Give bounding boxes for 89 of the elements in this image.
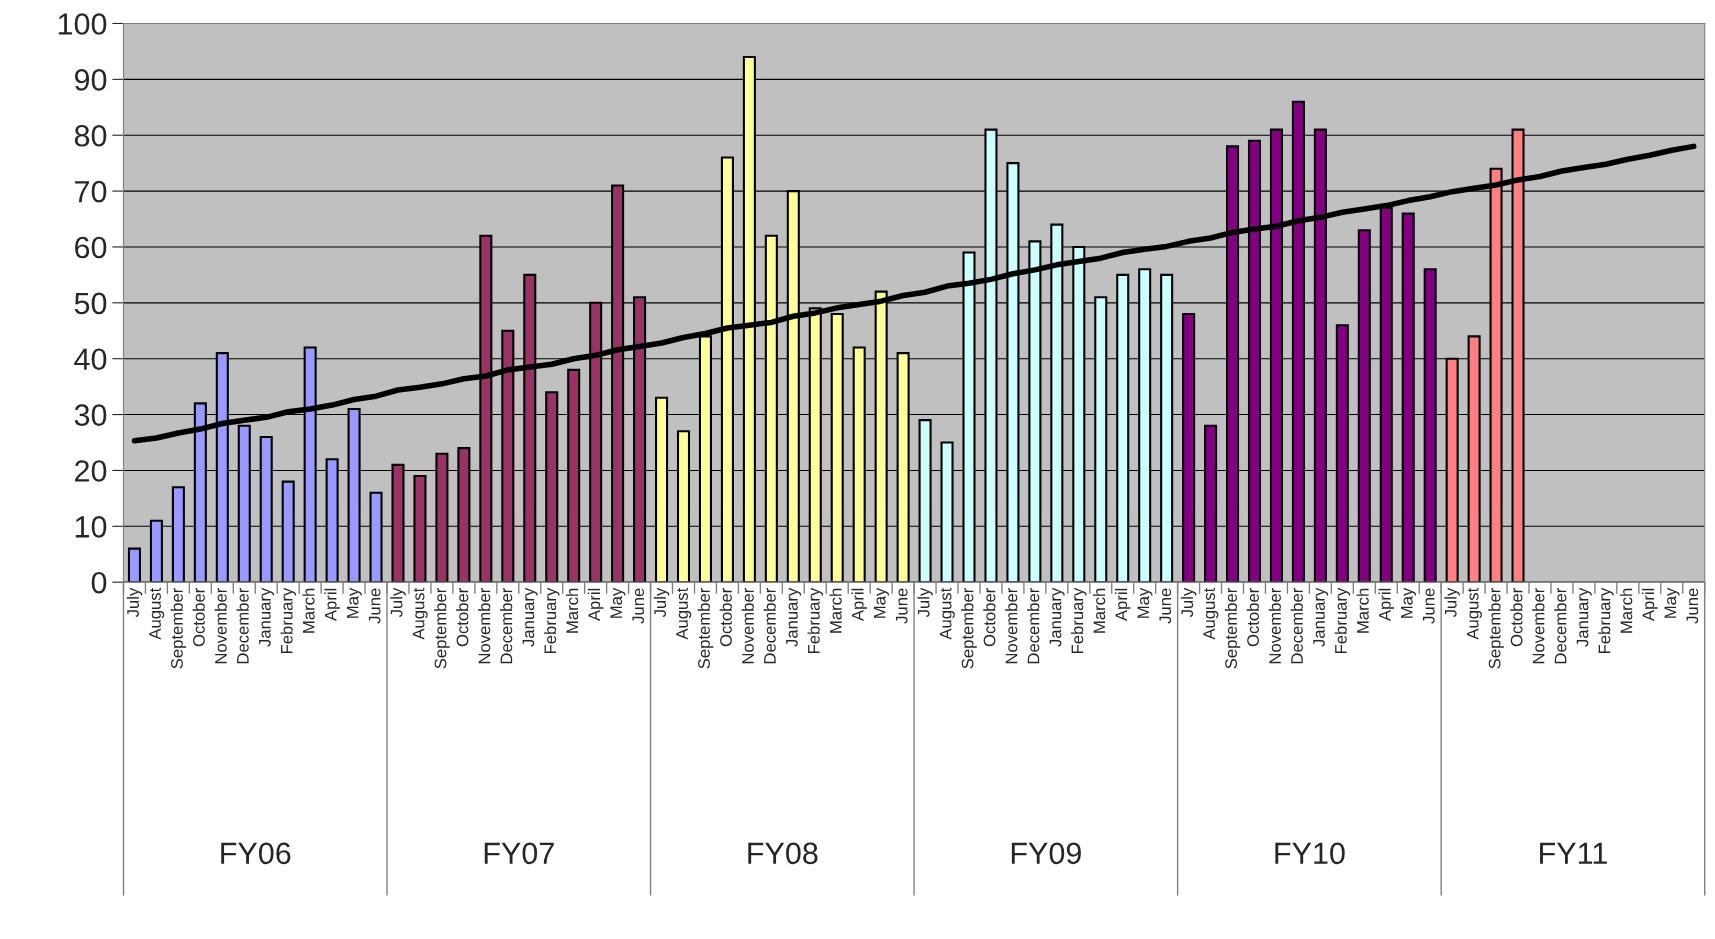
x-tick-label: October	[1246, 588, 1259, 647]
x-tick-label: February	[1071, 587, 1087, 654]
x-tick-label: December	[500, 588, 513, 664]
x-tick-label: March	[565, 588, 579, 633]
x-tick-label: December	[763, 588, 776, 664]
x-tick-label: August	[149, 587, 165, 640]
x-tick-label: January	[786, 587, 802, 647]
x-tick-label: December	[1290, 588, 1303, 664]
x-tick-label: December	[1554, 588, 1567, 664]
x-tick-label: October	[1510, 588, 1523, 647]
y-tick-label: 40	[74, 348, 107, 371]
y-tick-label: 0	[91, 571, 107, 594]
text: FY11	[1540, 842, 1607, 864]
text: FY07	[484, 842, 554, 865]
x-tick-label: August	[676, 587, 692, 640]
x-tick-label: October	[192, 588, 205, 647]
x-tick-label: October	[719, 588, 732, 647]
x-tick-label: February	[807, 587, 824, 654]
x-tick-label: August	[1466, 587, 1482, 640]
x-tick-label: September	[434, 588, 450, 669]
x-tick-label: April	[1378, 588, 1395, 622]
x-tick-label: April	[851, 588, 867, 622]
x-tick-label: June	[1159, 588, 1172, 624]
x-tick-label: June	[1423, 588, 1435, 624]
x-tick-label: July	[126, 587, 143, 618]
x-tick-label: January	[522, 587, 538, 647]
x-tick-label: March	[1620, 588, 1633, 633]
text: FY08	[748, 842, 818, 865]
x-tick-label: November	[1005, 588, 1018, 664]
y-tick-label: 80	[74, 124, 107, 147]
x-tick-label: February	[280, 587, 296, 654]
x-tick-label: September	[697, 588, 714, 669]
x-tick-label: September	[170, 588, 187, 669]
x-tick-label: June	[632, 588, 645, 624]
y-tick-label: 70	[75, 180, 107, 203]
x-tick-label: November	[478, 588, 491, 664]
x-tick-label: September	[1224, 588, 1241, 669]
x-tick-label: April	[1642, 588, 1658, 622]
x-tick-label: July	[917, 587, 933, 618]
x-tick-label: July	[653, 587, 670, 618]
x-tick-label: October	[456, 588, 469, 647]
x-tick-label: May	[346, 587, 362, 618]
y-tick-label: 50	[74, 292, 107, 315]
x-tick-label: March	[1356, 588, 1369, 633]
x-tick-label: March	[1093, 588, 1106, 633]
x-tick-label: January	[1576, 587, 1592, 647]
x-tick-label: May	[874, 587, 889, 618]
text: FY06	[221, 842, 291, 865]
x-tick-label: February	[1334, 587, 1351, 654]
x-tick-label: July	[1180, 587, 1197, 618]
x-tick-label: January	[1049, 587, 1065, 647]
text: FY09	[1011, 842, 1081, 865]
x-tick-label: April	[324, 588, 340, 622]
x-tick-label: February	[1598, 587, 1614, 654]
x-tick-label: January	[1313, 587, 1329, 647]
x-tick-label: May	[1664, 587, 1680, 618]
x-tick-label: November	[1532, 588, 1545, 664]
x-tick-label: September	[1488, 588, 1504, 669]
x-tick-label: February	[543, 587, 560, 654]
x-tick-label: January	[259, 587, 274, 647]
x-tick-label: November	[214, 588, 227, 664]
x-tick-label: May	[610, 587, 626, 618]
x-tick-label: August	[939, 587, 955, 640]
x-tick-label: May	[1401, 587, 1416, 618]
y-tick-label: 60	[75, 236, 107, 259]
x-tick-label: December	[1027, 588, 1040, 664]
x-tick-label: June	[895, 588, 908, 624]
text: FY10	[1275, 842, 1345, 865]
x-tick-label: November	[1268, 588, 1281, 664]
x-tick-label: December	[236, 588, 249, 664]
x-tick-label: March	[302, 588, 315, 633]
y-tick-label: 30	[74, 404, 107, 426]
y-tick-label: 90	[74, 69, 107, 91]
x-tick-label: March	[829, 588, 842, 633]
y-tick-label: 20	[75, 460, 107, 482]
y-tick-label: 100	[58, 13, 107, 35]
x-tick-label: August	[412, 587, 428, 640]
x-tick-label: September	[961, 588, 977, 669]
x-tick-label: April	[1114, 588, 1131, 622]
x-tick-label: June	[1686, 588, 1699, 624]
x-tick-label: October	[983, 588, 996, 647]
x-tick-label: November	[741, 588, 754, 664]
x-tick-label: April	[587, 588, 604, 622]
x-tick-label: July	[390, 587, 406, 618]
y-tick-label: 10	[75, 516, 107, 538]
x-tick-label: June	[368, 588, 381, 624]
x-tick-label: August	[1203, 587, 1219, 640]
x-tick-label: May	[1137, 587, 1153, 618]
x-tick-label: July	[1444, 587, 1460, 618]
